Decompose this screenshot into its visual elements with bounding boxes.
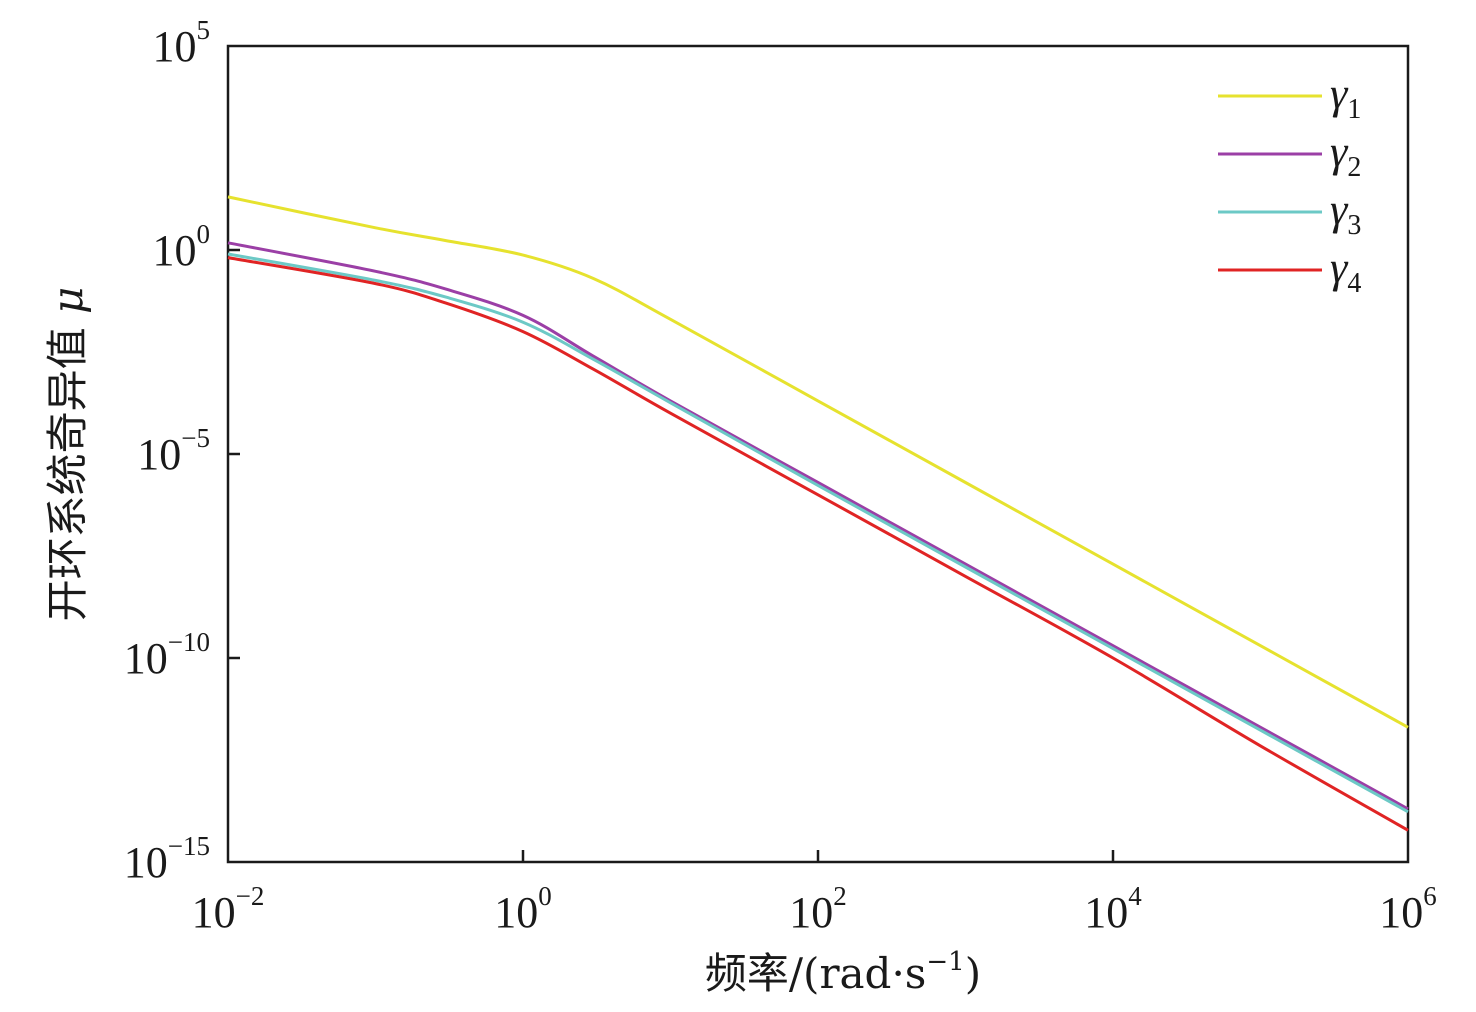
x-tick-label: 10−2	[192, 881, 265, 937]
y-tick-label: 10−5	[137, 423, 210, 479]
legend-label-gamma2: γ2	[1330, 127, 1361, 183]
y-tick-label: 100	[153, 219, 211, 275]
y-axis-title: 开环系统奇异值 μ	[43, 287, 92, 622]
legend-label-gamma3: γ3	[1330, 185, 1361, 241]
series-line-gamma3	[227, 252, 1409, 814]
x-tick-label: 104	[1084, 881, 1142, 937]
x-axis-ticks: 10−2 100 102 104 106	[192, 850, 1437, 937]
y-tick-label: 10−15	[124, 831, 210, 887]
y-axis-ticks: 105 100 10−5 10−10 10−15	[124, 15, 240, 887]
x-tick-label: 106	[1379, 881, 1437, 937]
x-tick-label: 100	[494, 881, 552, 937]
series-lines	[227, 195, 1409, 832]
series-line-gamma2	[227, 241, 1409, 811]
y-tick-label: 105	[153, 15, 211, 71]
series-line-gamma1	[227, 195, 1409, 729]
x-axis-title: 频率/(rad·s−1)	[705, 947, 981, 998]
legend-label-gamma4: γ4	[1330, 243, 1361, 299]
y-tick-label: 10−10	[124, 627, 210, 683]
series-line-gamma4	[227, 256, 1409, 832]
x-tick-label: 102	[789, 881, 847, 937]
plot-frame	[226, 44, 1410, 864]
legend-label-gamma1: γ1	[1330, 69, 1361, 125]
